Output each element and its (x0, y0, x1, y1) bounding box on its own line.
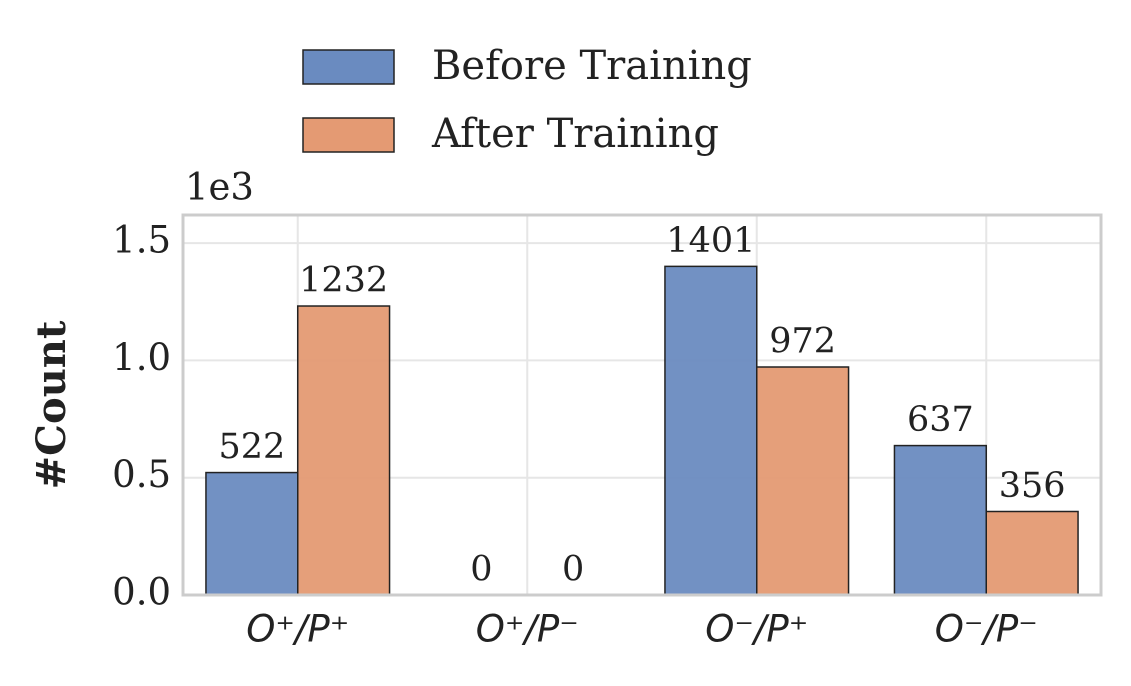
value-label: 637 (907, 400, 974, 440)
bar (664, 265, 758, 596)
y-axis-label: #Count (28, 320, 75, 489)
y-tick-label: 0.5 (112, 453, 171, 496)
value-label: 1401 (666, 221, 755, 261)
bar (893, 444, 988, 596)
x-tick-label: O⁺/P⁺ (246, 608, 349, 651)
bar (297, 305, 391, 596)
value-label: 972 (769, 322, 836, 362)
legend-swatch (302, 49, 395, 85)
value-label: 0 (470, 550, 492, 590)
value-label: 0 (562, 550, 584, 590)
y-tick-label: 1.5 (112, 219, 171, 262)
bar (985, 510, 1079, 596)
plot-frame (181, 213, 1103, 597)
y-offset-label: 1e3 (185, 166, 254, 209)
x-tick-label: O⁻/P⁺ (705, 608, 808, 651)
bar (205, 471, 299, 596)
value-label: 522 (218, 427, 285, 467)
x-tick-label: O⁺/P⁻ (476, 608, 579, 651)
legend-label: Before Training (432, 43, 752, 89)
bar (756, 366, 850, 596)
legend-label: After Training (431, 111, 719, 157)
x-tick-label: O⁻/P⁻ (935, 608, 1038, 651)
value-label: 356 (999, 466, 1066, 506)
legend-swatch (302, 117, 395, 153)
value-label: 1232 (299, 261, 388, 301)
y-tick-label: 0.0 (112, 571, 171, 614)
y-tick-label: 1.0 (112, 336, 171, 379)
